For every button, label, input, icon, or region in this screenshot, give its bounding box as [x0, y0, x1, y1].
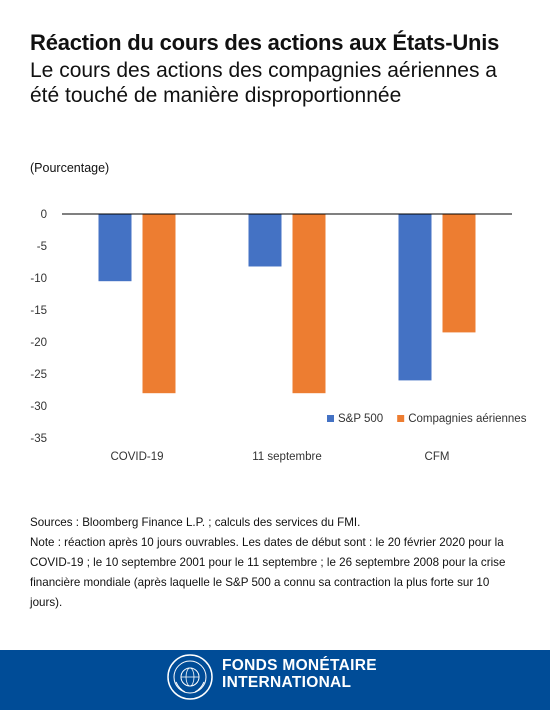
bar-airlines: [142, 214, 176, 394]
legend-swatch: [397, 415, 405, 422]
chart-title: Réaction du cours des actions aux États-…: [30, 30, 500, 55]
y-tick-label: -35: [30, 433, 47, 445]
y-axis-ticks: 0 -5 -10 -15 -20 -25 -30 -35: [30, 209, 47, 445]
org-name-line1: FONDS MONÉTAIRE: [222, 657, 377, 674]
bar-chart: 0 -5 -10 -15 -20 -25 -30 -35 COVID-19 11 septemb…: [30, 209, 527, 463]
x-axis-labels: COVID-19 11 septembre CFM: [110, 451, 449, 463]
y-tick-label: -15: [30, 305, 47, 317]
notes-block: Sources : Bloomberg Finance L.P. ; calcu…: [30, 513, 524, 613]
chart-subtitle: Le cours des actions des compagnies aéri…: [30, 59, 497, 107]
y-tick-label: -20: [30, 337, 47, 349]
x-tick-label: 11 septembre: [252, 451, 321, 463]
imf-seal-logo: [167, 654, 213, 700]
y-tick-label: -30: [30, 401, 47, 413]
legend-label: Compagnies aériennes: [408, 413, 527, 425]
y-tick-label: -10: [30, 273, 47, 285]
bars: [98, 214, 476, 394]
note-text: Note : réaction après 10 jours ouvrables…: [30, 536, 506, 609]
x-tick-label: COVID-19: [110, 451, 163, 463]
y-tick-label: -5: [37, 241, 47, 253]
bar-sp500: [398, 214, 432, 381]
legend-swatch: [327, 415, 334, 422]
bar-sp500: [98, 214, 132, 282]
org-name: FONDS MONÉTAIRE INTERNATIONAL: [222, 657, 377, 691]
legend: S&P 500 Compagnies aériennes: [327, 413, 527, 425]
footer-bar: [0, 650, 550, 710]
y-tick-label: 0: [41, 209, 47, 221]
bar-sp500: [248, 214, 282, 267]
y-tick-label: -25: [30, 369, 47, 381]
legend-label: S&P 500: [338, 413, 383, 425]
bar-airlines: [442, 214, 476, 333]
unit-label: (Pourcentage): [30, 161, 110, 175]
x-tick-label: CFM: [425, 451, 450, 463]
sources-text: Sources : Bloomberg Finance L.P. ; calcu…: [30, 516, 361, 529]
org-name-line2: INTERNATIONAL: [222, 674, 352, 691]
bar-airlines: [292, 214, 326, 394]
